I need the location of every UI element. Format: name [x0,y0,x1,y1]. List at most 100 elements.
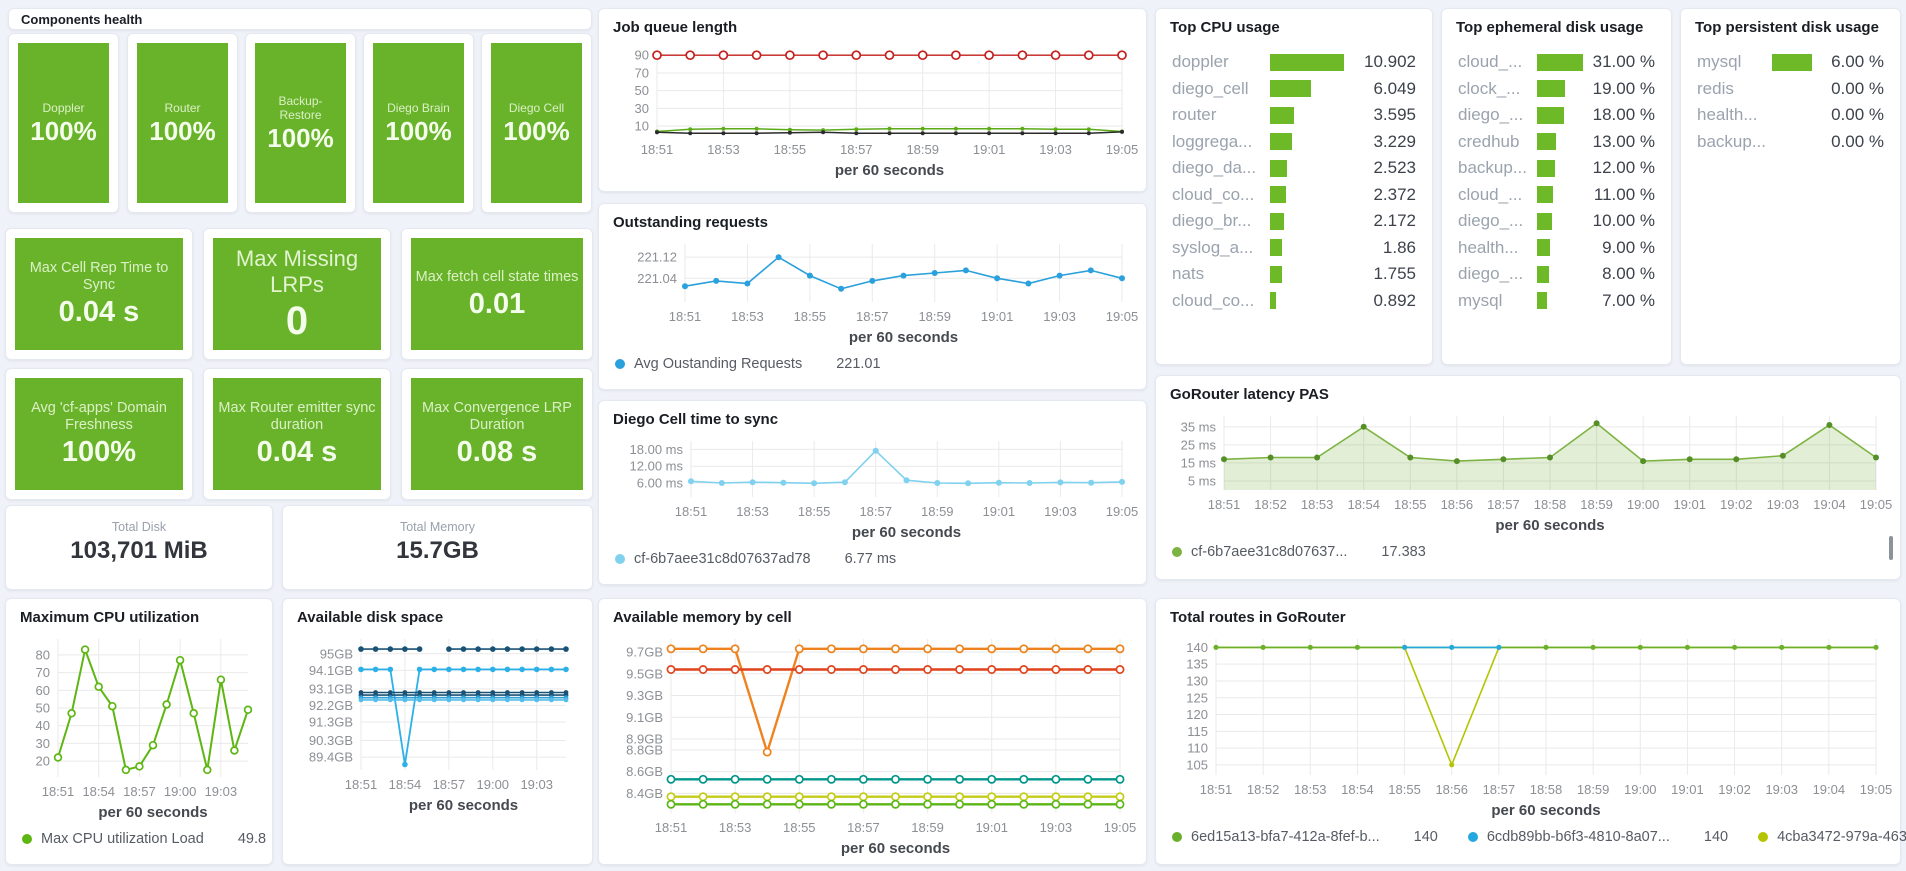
legend-item[interactable]: cf-6b7aee31c8d07637... 17.383 [1172,544,1426,560]
svg-text:19:05: 19:05 [1106,504,1139,519]
metric-value: 0.00 % [1831,131,1884,151]
svg-text:19:05: 19:05 [1860,782,1893,797]
list-item: syslog_a... 1.86 [1172,235,1416,262]
metric-value: 11.00 % [1593,184,1655,204]
tile-domain-freshness: Avg 'cf-apps' Domain Freshness 100% [5,368,193,500]
svg-text:18:56: 18:56 [1435,782,1468,797]
svg-text:18:55: 18:55 [783,820,816,835]
metric-value: 1.86 [1382,237,1416,257]
metric-value: 13.00 % [1592,131,1655,151]
svg-text:18:59: 18:59 [1577,782,1610,797]
legend-label: Max CPU utilization Load [41,831,204,847]
max-cpu-legend: Max CPU utilization Load 49.8 [6,821,272,857]
metric-value: 0.00 % [1831,78,1884,98]
metric-name: cloud_co... [1172,290,1255,310]
svg-text:19:05: 19:05 [1104,820,1137,835]
svg-text:8.4GB: 8.4GB [626,786,663,801]
metric-value: 10.902 [1364,52,1416,72]
list-item: cloud_co... 2.372 [1172,182,1416,209]
metric-value: 2.372 [1373,184,1416,204]
legend-dot-icon [1467,832,1478,842]
svg-text:19:01: 19:01 [1673,497,1706,512]
total-memory-card: Total Memory 15.7GB [282,505,593,590]
svg-text:18:59: 18:59 [911,820,944,835]
metric-value: 31.00 % [1592,52,1655,72]
svg-text:9.5GB: 9.5GB [626,666,663,681]
legend-item[interactable]: Avg Oustanding Requests 221.01 [615,356,881,372]
metric-name: diego_... [1458,264,1524,284]
svg-text:80: 80 [36,647,50,662]
svg-text:per 60 seconds: per 60 seconds [98,804,207,821]
legend-item[interactable]: cf-6b7aee31c8d07637ad78 6.77 ms [615,551,896,567]
tile-value: 0.08 s [456,436,538,468]
svg-text:9.3GB: 9.3GB [626,688,663,703]
tile-label: Avg 'cf-apps' Domain Freshness [31,400,167,433]
svg-text:18:51: 18:51 [1200,782,1233,797]
svg-text:18:51: 18:51 [675,504,708,519]
legend-label: Avg Oustanding Requests [634,356,803,372]
svg-text:40: 40 [36,718,50,733]
svg-text:50: 50 [36,701,50,716]
svg-text:221.04: 221.04 [637,271,677,286]
legend-scrollbar[interactable] [1889,536,1893,560]
top-persistent-disk-list: mysql 6.00 % redis 0.00 % health... 0.00 % bac… [1681,39,1900,155]
svg-text:18:55: 18:55 [1394,497,1427,512]
list-item: doppler 10.902 [1172,49,1416,76]
metric-bar [1269,106,1344,124]
legend-value: 17.383 [1381,544,1426,560]
svg-text:89.4GB: 89.4GB [309,750,353,765]
tile-label: Router [164,101,201,115]
max-cpu-chart: 80 70 60 50 40 30 20 18:51 18:54 18:57 19:00 19:03 p… [36,639,253,821]
svg-text:18:57: 18:57 [1483,782,1516,797]
svg-text:19:01: 19:01 [1671,782,1704,797]
diego-sync-legend: cf-6b7aee31c8d07637ad78 6.77 ms [599,541,1146,577]
panel-title: Job queue length [613,19,738,36]
panel-title: Top persistent disk usage [1695,19,1879,36]
legend-item[interactable]: 4cba3472-979a-463c-a145...140 [1758,829,1906,845]
legend-value: 140 [1413,829,1438,845]
metric-bar [1536,53,1583,71]
legend-label: cf-6b7aee31c8d07637ad78 [634,551,811,567]
legend-item[interactable]: 6ed15a13-bfa7-412a-8fef-b... 140 [1172,829,1438,845]
tile-value: 0.04 s [256,436,338,468]
metric-bar [1771,53,1812,71]
tile-router-emitter-sync: Max Router emitter sync duration 0.04 s [203,368,391,500]
tile-value: 100% [149,116,216,146]
legend-dot-icon [1758,832,1769,842]
metric-value: 1.755 [1373,264,1416,284]
panel-components-health-header: Components health [8,8,592,30]
panel-available-disk-space: Available disk space 95GB 94.1GB 93.1GB 92.… [282,598,593,865]
tile-value: 100% [30,116,97,146]
svg-text:19:03: 19:03 [1767,497,1800,512]
list-item: backup... 0.00 % [1697,129,1884,156]
svg-text:221.12: 221.12 [637,250,677,265]
legend-item[interactable]: Max CPU utilization Load 49.8 [22,831,266,847]
outstanding-requests-legend: Avg Oustanding Requests 221.01 [599,346,1146,382]
legend-item[interactable]: 6cdb89bb-b6f3-4810-8a07... 140 [1467,829,1728,845]
metric-name: diego_cell [1172,78,1249,98]
svg-text:19:02: 19:02 [1718,782,1751,797]
list-item: credhub 13.00 % [1458,129,1655,156]
svg-text:18:57: 18:57 [847,820,880,835]
metric-bar [1536,159,1583,177]
list-item: redis 0.00 % [1697,76,1884,103]
list-item: diego_... 18.00 % [1458,102,1655,129]
metric-name: health... [1458,237,1519,257]
metric-name: diego_da... [1172,158,1257,178]
tile-value: 100% [267,123,334,153]
metric-bar [1772,80,1812,97]
svg-text:19:01: 19:01 [973,142,1006,157]
metric-name: mysql [1458,290,1503,310]
svg-text:19:03: 19:03 [1040,820,1073,835]
metric-bar [1269,53,1344,71]
job-queue-chart: 90 70 50 30 10 18:51 18:53 18:55 18:57 18:59 19:01… [635,48,1139,179]
total-disk-label: Total Disk [111,520,167,534]
svg-text:20: 20 [36,754,50,769]
svg-text:18:58: 18:58 [1530,782,1563,797]
svg-text:19:01: 19:01 [981,309,1014,324]
legend-dot-icon [22,834,32,844]
panel-title: Total routes in GoRouter [1170,609,1346,626]
panel-job-queue-length: Job queue length 90 70 50 30 10 18:51 18:53 18:… [598,8,1147,192]
svg-text:18:53: 18:53 [719,820,752,835]
